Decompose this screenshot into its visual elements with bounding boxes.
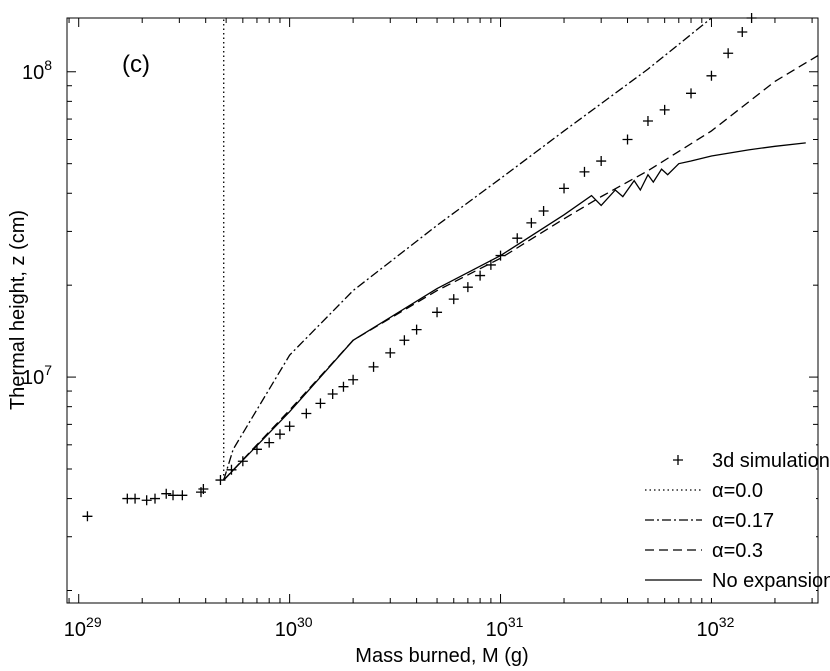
legend: 3d simulation α=0.0 α=0.17 α=0.3 No expansio… [640, 442, 830, 598]
plus-marker [226, 464, 237, 475]
plus-marker [130, 493, 141, 504]
y-axis-label: Thermal height, z (cm) [7, 210, 29, 410]
plus-marker [723, 48, 734, 59]
series-line [223, 142, 806, 481]
y-tick-label: 107 [22, 362, 52, 389]
plus-marker [274, 429, 285, 440]
plus-marker [399, 335, 410, 346]
plus-marker [746, 13, 757, 23]
plus-marker [737, 26, 748, 37]
plus-marker [686, 88, 697, 99]
plus-marker [622, 134, 633, 145]
legend-label: No expansion [712, 570, 830, 592]
plus-marker [168, 490, 179, 501]
x-tick-label: 1032 [697, 614, 735, 641]
plus-marker [559, 183, 570, 194]
plus-marker [150, 493, 161, 504]
plot-frame [66, 17, 819, 604]
plus-marker [538, 205, 549, 216]
plus-marker [642, 115, 653, 126]
legend-label: α=0.17 [712, 510, 774, 532]
plus-marker [475, 270, 486, 281]
x-axis-label: Mass burned, M (g) [355, 645, 528, 667]
plus-marker [462, 282, 473, 293]
plus-marker [368, 361, 379, 372]
plus-marker [198, 483, 209, 494]
plus-marker [348, 374, 359, 385]
plus-marker [512, 233, 523, 244]
plus-marker [579, 166, 590, 177]
plus-marker [315, 398, 326, 409]
plus-marker [385, 347, 396, 358]
plus-marker [301, 408, 312, 419]
legend-label: α=0.3 [712, 540, 763, 562]
plus-marker [82, 511, 93, 522]
plus-marker [596, 156, 607, 167]
x-tick-label: 1031 [486, 614, 524, 641]
x-tick-label: 1029 [64, 614, 102, 641]
plus-marker [411, 324, 422, 335]
plus-marker [141, 495, 152, 506]
legend-label: 3d simulation [712, 450, 830, 472]
legend-marker [673, 455, 683, 465]
series-line [223, 17, 712, 481]
plus-marker [237, 456, 248, 467]
y-tick-label: 108 [22, 57, 52, 84]
plus-marker [706, 70, 717, 81]
legend-label: α=0.0 [712, 480, 763, 502]
plus-marker [327, 389, 338, 400]
series-line [223, 55, 819, 481]
annotation: (c) [122, 51, 150, 78]
plus-marker [177, 490, 188, 501]
plus-marker [526, 217, 537, 228]
plus-marker [659, 104, 670, 115]
x-tick-label: 1030 [275, 614, 313, 641]
plus-marker [284, 421, 295, 432]
plus-marker [264, 437, 275, 448]
plus-marker [448, 294, 459, 305]
plus-marker [432, 307, 443, 318]
plus-marker [338, 381, 349, 392]
plus-marker [161, 488, 172, 499]
